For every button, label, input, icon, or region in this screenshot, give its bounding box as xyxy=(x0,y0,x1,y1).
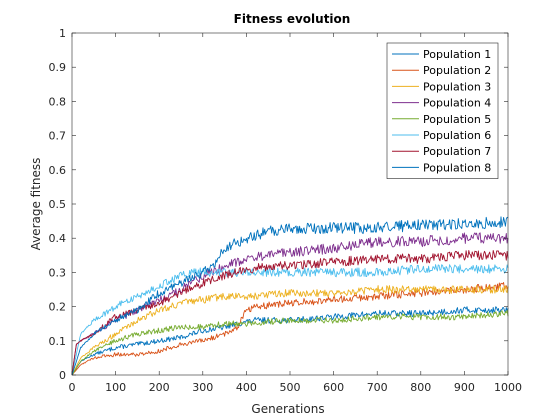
ticks-layer: 0 100 200 300 400 500 600 700 800 900 1000 0 0.1 0.2 0… xyxy=(49,27,523,394)
series-line-2 xyxy=(71,282,509,376)
series-line-6 xyxy=(71,264,509,376)
y-tick-label: 0.7 xyxy=(49,130,67,143)
y-axis-title: Average fitness xyxy=(29,158,43,251)
legend-label: Population 5 xyxy=(423,113,491,126)
y-tick-label: 0.8 xyxy=(49,95,67,108)
x-tick-label: 1000 xyxy=(494,381,522,394)
y-tick-label: 0.6 xyxy=(49,164,67,177)
y-tick-label: 0 xyxy=(59,369,66,382)
series-line-3 xyxy=(71,285,509,376)
y-tick-label: 0.3 xyxy=(49,266,67,279)
y-tick-label: 0.9 xyxy=(49,61,67,74)
y-tick-label: 0.2 xyxy=(49,301,67,314)
x-tick-label: 500 xyxy=(280,381,301,394)
x-tick-label: 600 xyxy=(323,381,344,394)
legend-label: Population 1 xyxy=(423,48,491,61)
legend-label: Population 8 xyxy=(423,161,491,174)
series-line-8 xyxy=(71,216,509,376)
y-tick-label: 1 xyxy=(59,27,66,40)
legend-label: Population 6 xyxy=(423,129,491,142)
x-tick-label: 300 xyxy=(192,381,213,394)
series-layer xyxy=(71,216,509,376)
x-tick-label: 700 xyxy=(367,381,388,394)
y-tick-label: 0.5 xyxy=(49,198,67,211)
legend: Population 1 Population 2 Population 3 Popu… xyxy=(386,42,499,179)
x-tick-label: 900 xyxy=(454,381,475,394)
y-tick-label: 0.1 xyxy=(49,335,67,348)
legend-label: Population 4 xyxy=(423,97,491,110)
series-line-5 xyxy=(71,309,509,376)
legend-label: Population 3 xyxy=(423,80,491,93)
chart-title: Fitness evolution xyxy=(234,12,351,26)
series-line-1 xyxy=(71,306,509,376)
x-tick-label: 400 xyxy=(236,381,257,394)
x-tick-label: 0 xyxy=(69,381,76,394)
legend-label: Population 7 xyxy=(423,145,491,158)
x-axis-title: Generations xyxy=(251,402,324,416)
legend-box xyxy=(386,42,499,179)
y-tick-label: 0.4 xyxy=(49,232,67,245)
legend-label: Population 2 xyxy=(423,64,491,77)
x-tick-label: 100 xyxy=(105,381,126,394)
x-tick-label: 800 xyxy=(410,381,431,394)
x-tick-label: 200 xyxy=(149,381,170,394)
